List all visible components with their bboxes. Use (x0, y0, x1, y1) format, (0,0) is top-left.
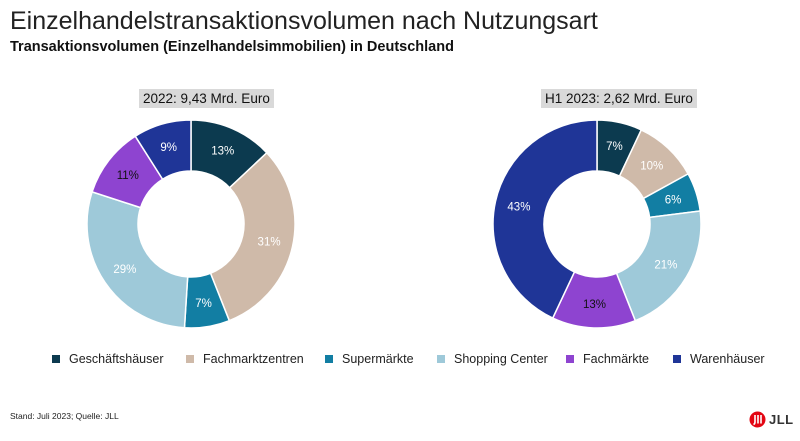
data-label-2022-warenhaeuser: 9% (160, 142, 177, 154)
slice-2022-fachmarktzentren (209, 151, 296, 322)
legend-label-shopping-center: Shopping Center (454, 352, 548, 366)
logo-text: JLL (769, 412, 794, 427)
legend-swatch-warenhaeuser (673, 355, 681, 363)
legend-label-warenhaeuser: Warenhäuser (690, 352, 765, 366)
legend-swatch-fachmarktzentren (186, 355, 194, 363)
legend-item-fachmarktzentren: Fachmarktzentren (186, 351, 304, 367)
legend-item-supermaerkte: Supermärkte (325, 351, 414, 367)
legend-swatch-geschaeftshaeuser (52, 355, 60, 363)
jll-logo-icon (749, 411, 766, 428)
legend-swatch-shopping-center (437, 355, 445, 363)
data-label-2022-supermaerkte: 7% (195, 298, 212, 310)
data-label-h1-2023-supermaerkte: 6% (665, 194, 682, 206)
donut-title-2022: 2022: 9,43 Mrd. Euro (139, 89, 274, 108)
data-label-2022-fachmarktzentren: 31% (258, 236, 281, 248)
data-label-h1-2023-warenhaeuser: 43% (507, 202, 530, 214)
legend-swatch-fachmaerkte (566, 355, 574, 363)
data-label-2022-fachmaerkte: 11% (117, 170, 139, 182)
data-label-h1-2023-geschaeftshaeuser: 7% (606, 141, 623, 153)
legend-item-shopping-center: Shopping Center (437, 351, 548, 367)
data-label-2022-geschaeftshaeuser: 13% (211, 146, 234, 158)
legend-label-fachmarktzentren: Fachmarktzentren (203, 352, 304, 366)
slice-h1-2023-shopping-center (615, 210, 702, 322)
legend-item-fachmaerkte: Fachmärkte (566, 351, 649, 367)
data-label-h1-2023-shopping-center: 21% (654, 260, 677, 272)
data-label-2022-shopping-center: 29% (113, 264, 136, 276)
legend-item-warenhaeuser: Warenhäuser (673, 351, 765, 367)
slice-2022-warenhaeuser (134, 119, 192, 181)
slice-2022-shopping-center (86, 190, 189, 329)
page-title: Einzelhandelstransaktionsvolumen nach Nu… (10, 7, 598, 35)
donut-title-h1-2023: H1 2023: 2,62 Mrd. Euro (541, 89, 697, 108)
legend-item-geschaeftshaeuser: Geschäftshäuser (52, 351, 164, 367)
slice-h1-2023-warenhaeuser (492, 119, 598, 320)
legend-label-geschaeftshaeuser: Geschäftshäuser (69, 352, 164, 366)
legend-swatch-supermaerkte (325, 355, 333, 363)
page-subtitle: Transaktionsvolumen (Einzelhandelsimmobi… (10, 39, 454, 55)
data-label-h1-2023-fachmaerkte: 13% (583, 299, 606, 311)
data-label-h1-2023-fachmarktzentren: 10% (640, 161, 663, 173)
legend-label-fachmaerkte: Fachmärkte (583, 352, 649, 366)
source-footnote: Stand: Juli 2023; Quelle: JLL (10, 411, 119, 421)
chart-legend: Geschäftshäuser Fachmarktzentren Supermä… (0, 351, 800, 367)
jll-logo: JLL (749, 411, 794, 428)
legend-label-supermaerkte: Supermärkte (342, 352, 414, 366)
